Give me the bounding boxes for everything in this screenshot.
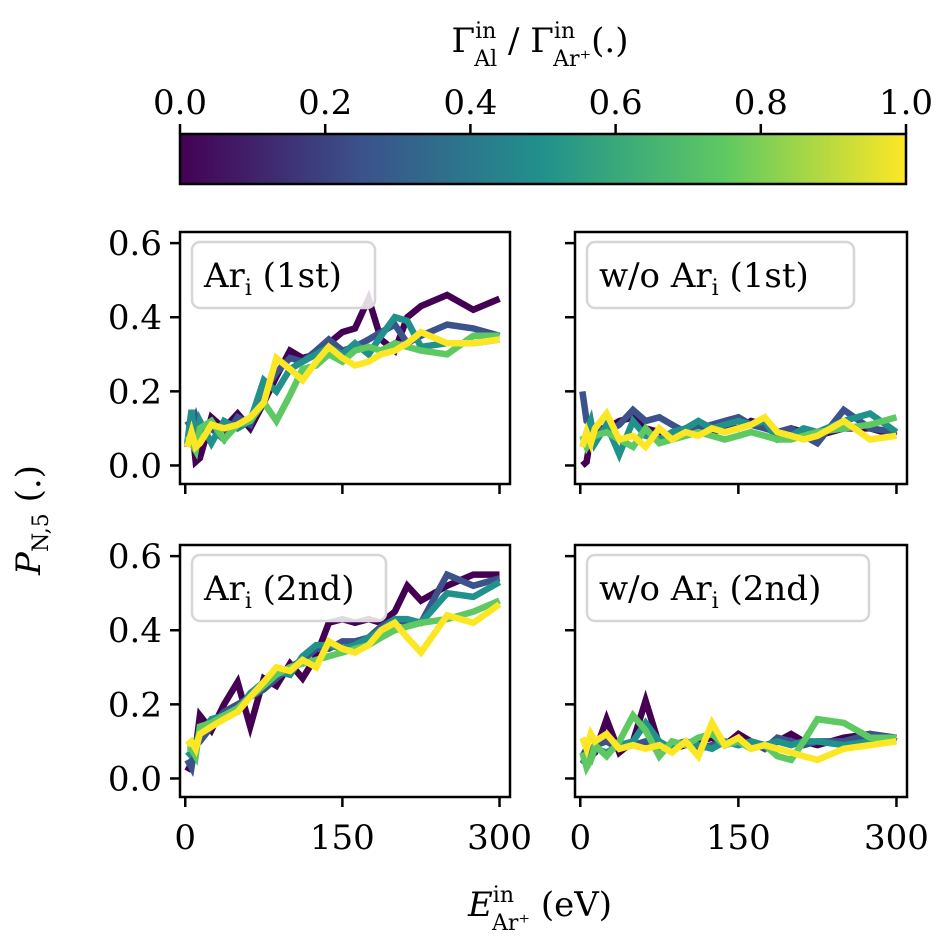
colorbar-tick-label: 0.6 <box>589 83 643 123</box>
series-line-4 <box>579 407 897 454</box>
x-tick-label: 300 <box>864 818 929 858</box>
colorbar-ticks: 0.0 0.2 0.4 0.6 0.8 1.0 <box>153 83 933 134</box>
series-line-4 <box>184 328 500 453</box>
y-tick-label: 0.0 <box>108 759 162 799</box>
series-line-0 <box>184 289 501 469</box>
series-line-4 <box>579 715 897 764</box>
colorbar-tick-label: 0.8 <box>734 83 788 123</box>
y-tick-label: 0.2 <box>108 685 162 725</box>
legend-box <box>585 240 856 310</box>
colorbar-tick-label: 0.0 <box>153 83 207 123</box>
series-line-2 <box>184 313 500 451</box>
series-group <box>184 289 501 469</box>
series-line-2 <box>579 409 899 463</box>
legend-label: w/o Ari (1st) <box>599 256 809 301</box>
axes-frame <box>178 543 512 799</box>
y-tick-label: 0.4 <box>108 298 162 338</box>
legend-label: Ari (2nd) <box>203 569 355 614</box>
colorbar-tick-label: 0.4 <box>443 83 497 123</box>
legend: Ari (1st) <box>190 240 377 310</box>
legend: w/o Ari (1st) <box>585 240 856 310</box>
panel-top-left: 0.0 0.2 0.4 0.6 Ari (1st) <box>108 224 512 494</box>
panel-bottom-right: 0 150 300 w/o Ari (2nd) <box>565 543 929 858</box>
x-tick-label: 0 <box>174 818 196 858</box>
series-group <box>579 390 899 468</box>
legend-label: w/o Ari (2nd) <box>599 569 821 614</box>
legend-box <box>585 553 871 623</box>
series-group <box>579 689 898 776</box>
x-tick-label: 150 <box>706 818 771 858</box>
x-axis-label: Ein Ar⁺ (eV) <box>467 883 612 936</box>
colorbar-tick-label: 1.0 <box>879 83 933 123</box>
y-axis-label: PN,5 (.) <box>9 465 54 576</box>
colorbar-label: Γin Al / Γin Ar⁺(.) <box>451 19 628 72</box>
x-tick-label: 0 <box>569 818 591 858</box>
series-line-0 <box>580 689 898 769</box>
y-tick-label: 0.4 <box>108 611 162 651</box>
series-group <box>184 570 502 778</box>
series-line-4 <box>185 601 502 758</box>
legend: Ari (2nd) <box>190 553 388 623</box>
axes-frame <box>573 230 909 486</box>
axes-frame <box>573 543 909 799</box>
colorbar: 0.0 0.2 0.4 0.6 0.8 1.0 <box>153 83 933 186</box>
y-tick-label: 0.6 <box>108 224 162 264</box>
x-tick-label: 300 <box>467 818 532 858</box>
y-tick-label: 0.0 <box>108 446 162 486</box>
legend-box <box>190 553 388 623</box>
x-tick-label: 150 <box>310 818 375 858</box>
colorbar-bar <box>178 132 908 186</box>
panel-bottom-left: 0.0 0.2 0.4 0.6 0 150 300 Ari (2nd) <box>108 537 532 858</box>
series-line-3 <box>187 597 501 767</box>
legend: w/o Ari (2nd) <box>585 553 871 623</box>
y-tick-label: 0.6 <box>108 537 162 577</box>
colorbar-tick-label: 0.2 <box>298 83 352 123</box>
panels: 0.0 0.2 0.4 0.6 Ari (1st) w/o Ari (1st) 0.0 0.2… <box>108 224 929 858</box>
y-tick-label: 0.2 <box>108 372 162 412</box>
legend-label: Ari (1st) <box>203 256 342 301</box>
panel-top-right: w/o Ari (1st) <box>565 230 909 494</box>
legend-box <box>190 240 377 310</box>
axes-frame <box>178 230 512 486</box>
